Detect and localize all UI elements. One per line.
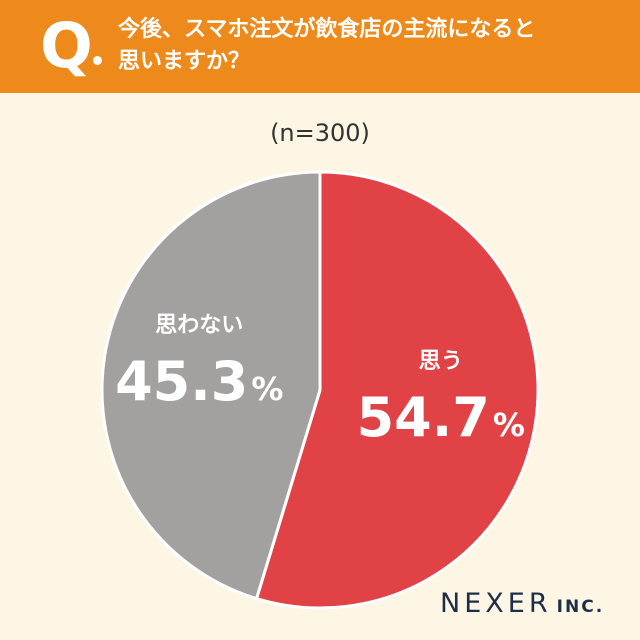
question-header: Q 今後、スマホ注文が飲食店の主流になると 思いますか？	[0, 0, 640, 93]
slice-omou	[254, 170, 540, 610]
slice-omowanai	[100, 170, 322, 601]
question-line-2: 思いますか？	[118, 49, 251, 74]
brand-logo: NEXER INC.	[440, 588, 604, 619]
question-line-1: 今後、スマホ注文が飲食店の主流になると	[118, 17, 536, 42]
slice-value-label: 45.3%	[115, 350, 283, 413]
question-text: 今後、スマホ注文が飲食店の主流になると 思いますか？	[118, 14, 618, 78]
slice-category-label: 思わない	[155, 313, 243, 338]
sample-size: (n=300)	[270, 119, 370, 147]
brand-suffix: INC.	[556, 597, 605, 617]
question-marker-dot	[93, 56, 102, 65]
slice-value-label: 54.7%	[357, 386, 525, 449]
slice-category-label: 思う	[419, 349, 463, 374]
brand-name: NEXER	[440, 588, 552, 619]
question-marker: Q	[40, 9, 93, 82]
